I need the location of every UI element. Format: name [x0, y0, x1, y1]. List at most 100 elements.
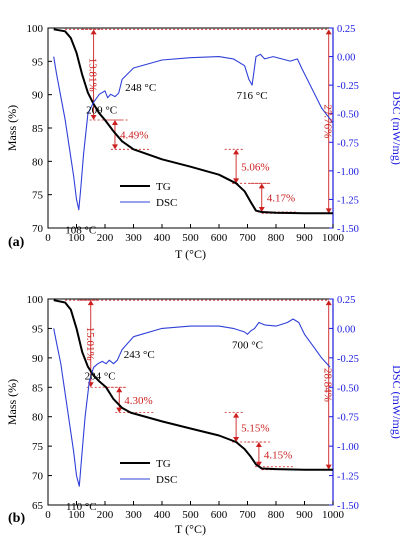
y-right-tick-label: -0.75 [337, 138, 359, 149]
x-tick-label: 100 [68, 232, 85, 244]
legend-entry: TG [156, 458, 171, 470]
x-tick-label: 500 [182, 232, 199, 244]
legend: TG DSC [120, 458, 177, 486]
step-percent-label: 5.06% [241, 161, 269, 173]
peak-label: 209 °C [86, 105, 117, 117]
peak-label: 243 °C [124, 349, 155, 361]
chart-panel-a: 0 100 200 300 400 500 600 700 800 900 1000 70 75 80 85… [5, 23, 400, 261]
step-percent-label: 4.17% [267, 193, 295, 205]
legend-entry: TG [156, 181, 171, 193]
y-right-tick-label: 0.25 [337, 24, 355, 35]
step-arrow-head [233, 437, 240, 443]
legend-entry: DSC [156, 197, 177, 209]
y-right-tick-label: -1.00 [337, 167, 359, 178]
step-arrow-head [258, 207, 265, 212]
step-arrow-head [111, 144, 118, 150]
y-right-tick-label: -0.25 [337, 81, 359, 92]
step-arrow-head [325, 300, 332, 306]
y-left-tick-label: 80 [32, 156, 44, 168]
y-left-tick-label: 75 [32, 441, 44, 453]
legend-entry: DSC [156, 474, 177, 486]
y-left-tick-label: 65 [32, 500, 44, 512]
peak-label: 110 °C [66, 501, 97, 513]
x-tick-label: 800 [268, 509, 285, 521]
y-right-tick-label: 0.25 [337, 295, 355, 306]
step-percent-label: 15.01% [84, 327, 96, 361]
y-right-tick-label: -1.50 [337, 501, 359, 512]
y-right-axis-title: DSC (mW/mg) [390, 91, 400, 165]
y-left-tick-label: 75 [32, 190, 44, 202]
x-tick-label: 100 [68, 509, 85, 521]
y-left-tick-label: 100 [27, 294, 44, 306]
y-right-tick-label: -0.50 [337, 110, 359, 121]
y-right-tick-label: -1.00 [337, 442, 359, 453]
y-left-tick-label: 90 [32, 90, 44, 102]
step-arrow-head [90, 115, 97, 120]
step-percent-label: 5.15% [241, 422, 269, 434]
y-left-tick-label: 80 [32, 412, 44, 424]
step-arrow-head [255, 461, 262, 467]
x-tick-label: 900 [296, 509, 313, 521]
step-arrow-head [116, 407, 123, 413]
x-tick-label: 500 [182, 509, 199, 521]
y-right-tick-label: -1.25 [337, 472, 359, 483]
step-arrow-head [255, 442, 262, 448]
x-tick-label: 0 [45, 232, 51, 244]
step-arrow-head [325, 464, 332, 470]
y-right-tick-label: -0.75 [337, 413, 359, 424]
step-percent-label: 13.81% [87, 58, 99, 92]
y-right-tick-label: -1.25 [337, 195, 359, 206]
y-left-tick-label: 100 [27, 23, 44, 35]
step-arrow-head [258, 183, 265, 189]
y-left-tick-label: 70 [32, 223, 44, 235]
y-left-tick-label: 85 [32, 123, 44, 135]
x-tick-label: 700 [239, 509, 256, 521]
x-tick-label: 200 [97, 509, 114, 521]
peak-label: 108 °C [65, 225, 96, 237]
series-line-dsc [53, 318, 331, 487]
y-right-axis-title: DSC (mW/mg) [390, 365, 400, 439]
step-arrow-head [325, 29, 332, 35]
x-tick-label: 900 [296, 232, 313, 244]
step-arrow-head [116, 387, 123, 393]
peak-label: 716 °C [237, 90, 268, 102]
x-tick-label: 700 [239, 232, 256, 244]
x-tick-label: 400 [154, 232, 171, 244]
x-tick-label: 0 [45, 509, 51, 521]
x-tick-label: 300 [125, 232, 142, 244]
step-percent-label: 4.30% [124, 395, 152, 407]
y-right-tick-label: -0.50 [337, 383, 359, 394]
step-arrow-head [233, 178, 240, 184]
step-arrow-head [87, 300, 94, 306]
x-tick-label: 800 [268, 232, 285, 244]
step-arrow-head [111, 120, 118, 125]
y-left-axis-title: Mass (%) [5, 105, 19, 151]
x-tick-label: 300 [125, 509, 142, 521]
x-axis-title: T (°C) [175, 522, 206, 536]
y-left-tick-label: 90 [32, 353, 44, 365]
series-line-tg [53, 28, 333, 215]
x-tick-label: 600 [211, 509, 228, 521]
y-left-tick-label: 85 [32, 382, 44, 394]
step-percent-label: 28.84% [322, 368, 334, 402]
chart-panel-b: 0 100 200 300 400 500 600 700 800 900 1000 65 70 75 80… [5, 294, 400, 536]
step-percent-label: 27.76% [322, 104, 334, 138]
x-tick-label: 400 [154, 509, 171, 521]
step-arrow-head [233, 412, 240, 418]
x-tick-label: 1000 [322, 232, 345, 244]
peak-label: 204 °C [85, 371, 116, 383]
peak-label: 700 °C [232, 339, 263, 351]
step-arrow-head [90, 29, 97, 35]
step-percent-label: 4.15% [264, 449, 292, 461]
legend: TG DSC [120, 181, 177, 209]
x-tick-label: 600 [211, 232, 228, 244]
panel-label: (b) [8, 511, 25, 526]
y-left-tick-label: 95 [32, 323, 44, 335]
step-arrow-head [233, 149, 240, 155]
step-arrow-head [325, 208, 332, 214]
y-left-tick-label: 95 [32, 56, 44, 68]
x-axis-title: T (°C) [175, 247, 206, 261]
y-right-tick-label: 0.00 [337, 53, 355, 64]
series-line-dsc [53, 53, 334, 211]
